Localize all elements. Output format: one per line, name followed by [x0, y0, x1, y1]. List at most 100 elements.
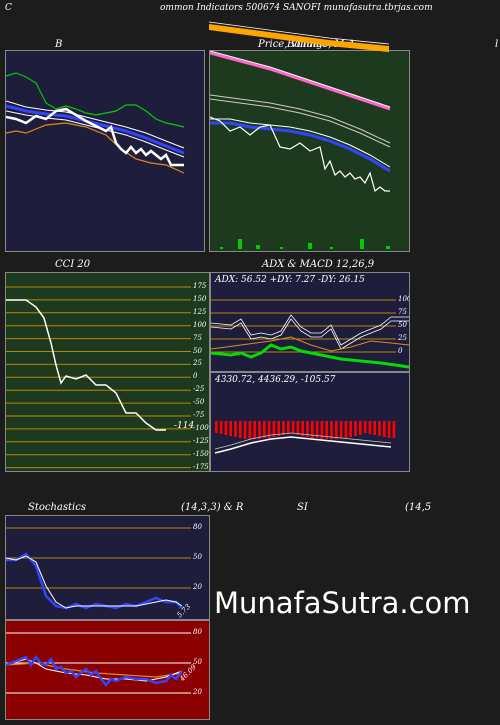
macd-histogram-bar — [335, 421, 338, 439]
tick-label: 75 — [193, 333, 202, 342]
macd-histogram-bar — [215, 421, 218, 433]
tick-label: 50 — [193, 553, 202, 561]
orange-band-fill — [209, 24, 389, 52]
cci-grid — [6, 286, 191, 469]
adx-line — [211, 343, 409, 369]
tick-label: -100 — [193, 423, 209, 432]
stoch-chart-panel: 80 50 20 5.73 — [5, 515, 210, 620]
adx-values: ADX: 56.52 +DY: 7.27 -DY: 26.15 — [215, 275, 365, 285]
adx-chart-svg — [211, 299, 409, 369]
macd-histogram-bar — [383, 421, 386, 437]
orange-band-edge — [209, 21, 390, 45]
volume-bar — [280, 247, 283, 249]
macd-histogram-bar — [272, 421, 276, 437]
volume-bars — [220, 239, 390, 249]
tick-label: 80 — [193, 523, 202, 531]
price-ma-upper2 — [210, 98, 391, 148]
tick-label: 125 — [193, 307, 207, 316]
adx-pdi-line2 — [211, 318, 409, 350]
macd-histogram-bar — [301, 421, 304, 436]
macd-histogram-bar — [354, 421, 357, 436]
b-chart-panel — [5, 50, 205, 252]
macd-histogram-bar — [320, 421, 324, 439]
tick-label: 25 — [398, 334, 407, 342]
macd-histogram-bar — [392, 421, 396, 438]
stoch-k-line — [6, 552, 183, 610]
tick-label: 75 — [398, 308, 407, 316]
tick-label: -175 — [193, 462, 209, 471]
rsi-label: SI — [297, 502, 308, 513]
tick-label: 100 — [193, 320, 207, 329]
adx-grid — [211, 299, 396, 353]
price-pink-line — [210, 51, 391, 111]
macd-signal-line — [214, 432, 392, 450]
tick-label: 20 — [193, 688, 202, 696]
stoch-label: Stochastics — [28, 502, 86, 513]
macd-histogram-bar — [315, 421, 319, 438]
price-panel-label: Price, Volume, M.A — [258, 39, 355, 50]
macd-histogram-bar — [229, 421, 232, 436]
cci-chart-svg — [6, 286, 191, 469]
macd-histogram-bar — [263, 421, 266, 438]
stoch-chart-svg — [6, 527, 191, 610]
macd-histogram-bar — [267, 421, 271, 438]
price-ma-upper — [210, 94, 391, 144]
tick-label: -50 — [193, 398, 205, 407]
macd-histogram-bar — [234, 421, 237, 437]
price-chart-panel — [209, 50, 410, 252]
macd-histogram-bar — [311, 421, 314, 438]
williams-chart-svg — [6, 632, 191, 694]
macd-histogram-bar — [363, 421, 367, 433]
macd-histogram-bar — [291, 421, 295, 433]
cci-line — [6, 299, 166, 431]
b-white-band — [6, 100, 185, 149]
adx-pdi-line — [211, 314, 409, 346]
stoch-grid — [6, 527, 191, 589]
volume-bar — [308, 243, 312, 249]
macd-histogram-bar — [296, 421, 300, 435]
volume-bar — [360, 239, 364, 249]
macd-histogram-bar — [219, 421, 223, 434]
macd-histogram-bar — [387, 421, 391, 438]
tick-label: 100 — [398, 295, 409, 303]
tick-label: 50 — [193, 658, 202, 666]
price-blue-band — [210, 118, 391, 168]
price-chart-svg — [210, 51, 391, 249]
macd-histogram-bar — [339, 421, 343, 438]
tick-label: -75 — [193, 411, 205, 419]
macd-histogram-bar — [325, 421, 328, 439]
tick-label: 50 — [193, 346, 202, 355]
adx-title: ADX & MACD 12,26,9 — [262, 259, 375, 270]
williams-chart-panel: 80 50 20 46.09 — [5, 620, 210, 720]
tick-label: 0 — [398, 347, 403, 355]
tick-label: 20 — [193, 583, 202, 591]
volume-bar — [330, 247, 333, 249]
macd-line — [214, 436, 392, 454]
adx-ndi-line — [211, 336, 409, 352]
b-price-line — [6, 107, 184, 167]
rsi-params: (14,5 — [405, 502, 432, 513]
williams-blue-line — [6, 654, 183, 687]
macd-histogram-bar — [373, 421, 376, 435]
macd-chart-panel: 4330.72, 4436.29, -105.57 — [210, 372, 410, 472]
b-chart-svg — [6, 72, 185, 174]
tick-label: 0 — [193, 372, 198, 381]
volume-bar — [256, 245, 260, 249]
macd-histogram-bar — [253, 421, 256, 439]
right-edge-letter: l — [495, 39, 499, 50]
tick-label: 150 — [193, 294, 207, 303]
tick-label: -150 — [193, 449, 209, 458]
tick-label: -25 — [193, 385, 205, 394]
tick-label: -125 — [193, 436, 209, 445]
watermark: MunafaSutra.com — [214, 586, 471, 620]
adx-chart-panel: ADX: 56.52 +DY: 7.27 -DY: 26.15 100 75 50 2… — [210, 272, 410, 372]
macd-histogram — [215, 421, 396, 439]
macd-histogram-bar — [368, 421, 372, 434]
b-orange-line — [6, 122, 185, 174]
volume-bar — [386, 246, 390, 249]
cci-label: CCI 20 — [55, 259, 91, 270]
macd-histogram-bar — [277, 421, 280, 436]
macd-histogram-bar — [330, 421, 333, 439]
cci-chart-panel: 175 150 125 100 75 50 25 0 -25 -50 -75 -100 -125 -150… — [5, 272, 210, 472]
tick-label: 25 — [193, 359, 202, 368]
